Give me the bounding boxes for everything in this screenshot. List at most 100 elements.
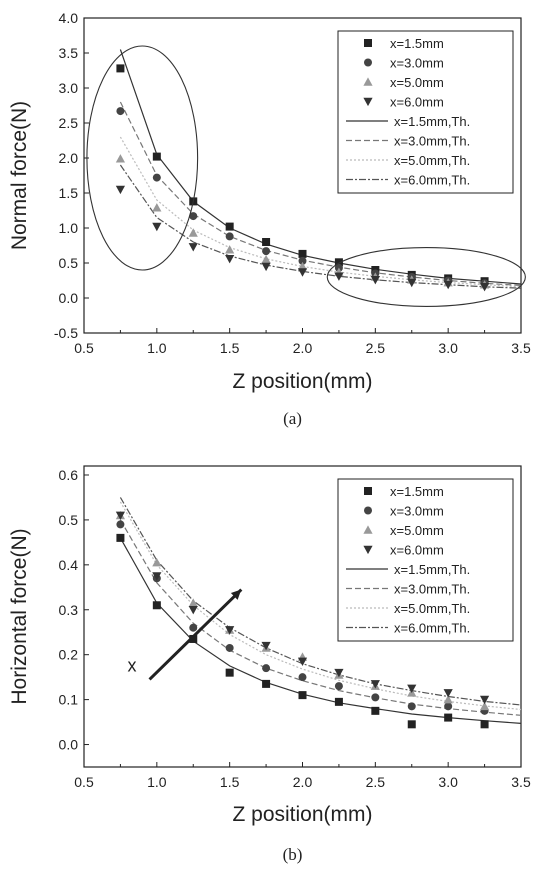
- data-point: [225, 643, 234, 652]
- y-tick-label: 0.0: [59, 737, 79, 753]
- legend-label: x=3.0mm: [390, 504, 444, 519]
- data-point: [152, 222, 162, 232]
- data-point: [152, 173, 161, 182]
- data-point: [297, 268, 308, 277]
- y-tick-label: 0.6: [59, 467, 79, 483]
- x-tick-label: 1.0: [147, 340, 167, 356]
- data-point: [189, 212, 198, 221]
- data-point: [152, 152, 161, 161]
- data-point: [334, 668, 344, 678]
- data-point: [225, 626, 235, 635]
- x-tick-label: 1.5: [220, 340, 240, 356]
- x-axis-title: Z position(mm): [232, 803, 372, 826]
- data-point: [152, 203, 162, 212]
- data-point: [407, 702, 416, 711]
- legend-marker: [364, 506, 372, 515]
- panel-b: 0.5 1.0 1.5 2.0 2.5 3.0 3.5 0.0 0.1 0.2 0.3 0.4 0.5 0…: [8, 465, 531, 864]
- data-point: [262, 664, 271, 673]
- data-point: [479, 701, 490, 711]
- theory-curve: [119, 497, 522, 706]
- x-tick-label: 0.5: [74, 774, 94, 790]
- data-point: [298, 249, 307, 258]
- legend-label: x=5.0mm,Th.: [394, 153, 470, 168]
- legend-box: [337, 478, 514, 642]
- y-tick-label: 3.0: [59, 80, 79, 96]
- data-point: [298, 256, 307, 265]
- data-point: [262, 238, 271, 246]
- legend-label: x=3.0mm,Th.: [394, 582, 470, 597]
- x-tick-label: 2.5: [366, 340, 386, 356]
- y-tick-label: 0.5: [59, 512, 79, 528]
- data-point: [116, 520, 125, 529]
- y-tick-label: 1.5: [59, 185, 79, 201]
- data-point: [371, 706, 380, 715]
- data-point: [297, 657, 308, 667]
- data-point: [225, 255, 235, 264]
- data-point: [261, 641, 271, 651]
- legend-box: [337, 30, 514, 194]
- data-point: [152, 572, 162, 581]
- y-tick-label: 3.5: [59, 45, 79, 61]
- legend-label: x=3.0mm: [390, 56, 444, 71]
- data-point: [443, 695, 453, 704]
- data-point: [370, 680, 380, 689]
- data-point: [443, 689, 453, 698]
- data-point: [334, 697, 343, 706]
- data-point: [407, 720, 416, 729]
- x-tick-label: 3.5: [511, 774, 531, 790]
- legend-label: x=5.0mm: [390, 523, 444, 538]
- legend-marker: [363, 77, 373, 86]
- data-point: [334, 682, 343, 691]
- data-point: [188, 598, 198, 607]
- data-point: [225, 668, 234, 677]
- data-point: [297, 261, 308, 271]
- x-tick-label: 2.0: [293, 774, 313, 790]
- legend-label: x=6.0mm,Th.: [394, 621, 470, 636]
- legend-label: x=6.0mm: [390, 95, 444, 110]
- legend-marker: [364, 487, 372, 495]
- y-tick-label: 0.0: [59, 290, 79, 306]
- highlight-ellipse: [326, 247, 526, 307]
- x-tick-label: 1.0: [147, 774, 167, 790]
- data-point: [188, 605, 198, 615]
- legend-label: x=3.0mm,Th.: [394, 134, 470, 149]
- y-tick-label: 0.1: [59, 692, 79, 708]
- data-point: [116, 533, 125, 542]
- data-point: [152, 557, 162, 567]
- x-tick-label: 3.5: [511, 340, 531, 356]
- data-point: [407, 684, 417, 693]
- y-tick-label: 2.0: [59, 150, 79, 166]
- legend-label: x=6.0mm,Th.: [394, 173, 470, 188]
- x-axis-title: Z position(mm): [232, 370, 372, 393]
- data-point: [189, 623, 198, 632]
- y-tick-label: 0.3: [59, 602, 79, 618]
- x-tick-label: 3.0: [438, 340, 458, 356]
- data-point: [262, 247, 271, 256]
- data-point: [115, 185, 126, 195]
- data-point: [115, 154, 126, 163]
- legend-marker: [363, 545, 373, 555]
- x-tick-label: 2.0: [293, 340, 313, 356]
- y-tick-label: 0.2: [59, 647, 79, 663]
- y-tick-label: 0.5: [59, 255, 79, 271]
- arrow-shaft: [148, 588, 243, 681]
- data-point: [479, 695, 490, 705]
- x-tick-label: 1.5: [220, 774, 240, 790]
- legend-label: x=5.0mm: [390, 75, 444, 90]
- data-point: [116, 107, 125, 116]
- theory-curve: [119, 501, 522, 711]
- panel-caption: (b): [283, 845, 303, 864]
- data-point: [334, 272, 344, 281]
- legend-label: x=1.5mm,Th.: [394, 562, 470, 577]
- arrow-label: x: [128, 655, 137, 675]
- legend-label: x=1.5mm,Th.: [394, 114, 470, 129]
- y-tick-label: 1.0: [59, 220, 79, 236]
- legend-label: x=1.5mm: [390, 484, 444, 499]
- data-point: [225, 232, 234, 241]
- x-tick-label: 0.5: [74, 340, 94, 356]
- data-point: [334, 258, 343, 267]
- legend-label: x=6.0mm: [390, 543, 444, 558]
- data-point: [225, 245, 235, 254]
- y-axis-title: Horizontal force(N): [8, 528, 31, 704]
